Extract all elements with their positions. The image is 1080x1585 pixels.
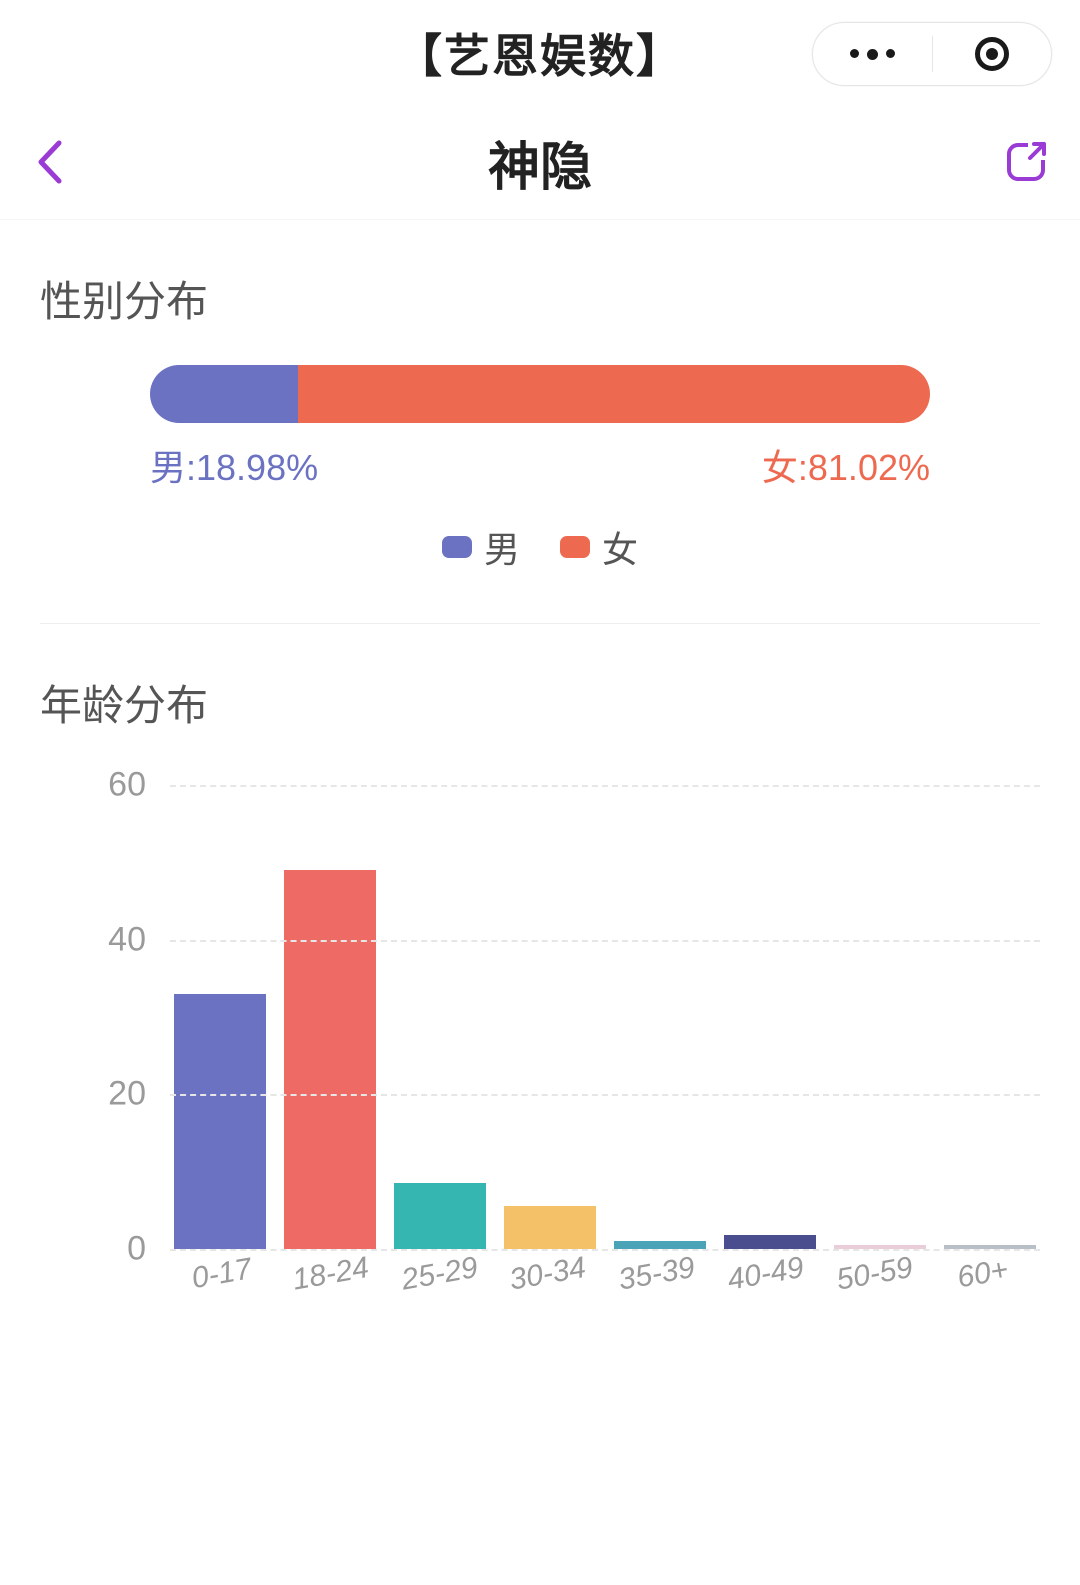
legend-label-female: 女 xyxy=(602,521,638,573)
age-chart: 0 20 40 60 0-1718-2425-2930-3435-3940-4950-… xyxy=(40,769,1040,1329)
age-bar xyxy=(394,1183,486,1249)
y-tick-label: 40 xyxy=(40,920,160,959)
menu-button[interactable] xyxy=(813,23,932,85)
more-icon xyxy=(850,49,895,60)
x-tick-label: 25-29 xyxy=(383,1248,504,1346)
age-bar xyxy=(724,1235,816,1249)
age-bar xyxy=(614,1241,706,1249)
legend-swatch-male xyxy=(442,536,472,558)
gender-male-label: 男:18.98% xyxy=(150,439,318,491)
legend-item-female: 女 xyxy=(560,521,638,573)
gender-female-label: 女:81.02% xyxy=(762,439,930,491)
x-tick-label: 60+ xyxy=(927,1248,1048,1346)
y-tick-label: 0 xyxy=(40,1230,160,1269)
gender-bar-female xyxy=(298,365,930,423)
share-icon xyxy=(1004,140,1048,184)
gender-legend: 男 女 xyxy=(150,521,930,573)
gridline xyxy=(170,785,1040,787)
back-button[interactable] xyxy=(30,142,70,182)
legend-item-male: 男 xyxy=(442,521,520,573)
mini-program-topbar: 【艺恩娱数】 xyxy=(0,0,1080,105)
x-tick-label: 30-34 xyxy=(492,1248,613,1346)
legend-swatch-female xyxy=(560,536,590,558)
gender-bar-male xyxy=(150,365,298,423)
share-button[interactable] xyxy=(1002,138,1050,186)
section-title-gender: 性别分布 xyxy=(40,268,1040,329)
page-title: 神隐 xyxy=(488,125,592,200)
age-chart-plot xyxy=(170,785,1040,1249)
x-tick-label: 18-24 xyxy=(274,1248,395,1346)
close-mini-program-button[interactable] xyxy=(933,23,1052,85)
x-tick-label: 50-59 xyxy=(818,1248,939,1346)
gender-distribution: 男:18.98% 女:81.02% 男 女 xyxy=(40,365,1040,573)
y-tick-label: 20 xyxy=(40,1075,160,1114)
mini-program-capsule xyxy=(812,22,1052,86)
section-divider xyxy=(40,623,1040,624)
section-title-age: 年龄分布 xyxy=(40,672,1040,733)
x-tick-label: 35-39 xyxy=(600,1248,721,1346)
legend-label-male: 男 xyxy=(484,521,520,573)
age-bar xyxy=(284,870,376,1249)
gridline xyxy=(170,940,1040,942)
age-chart-bars xyxy=(170,785,1040,1249)
gender-bar xyxy=(150,365,930,423)
age-bar xyxy=(174,994,266,1249)
age-chart-x-axis: 0-1718-2425-2930-3435-3940-4950-5960+ xyxy=(170,1249,1040,1329)
app-title: 【艺恩娱数】 xyxy=(396,20,684,86)
x-tick-label: 40-49 xyxy=(709,1248,830,1346)
gridline xyxy=(170,1094,1040,1096)
chevron-left-icon xyxy=(35,139,65,185)
y-tick-label: 60 xyxy=(40,766,160,805)
age-bar xyxy=(504,1206,596,1249)
x-tick-label: 0-17 xyxy=(165,1248,286,1346)
page-header: 神隐 xyxy=(0,105,1080,220)
target-icon xyxy=(975,37,1009,71)
